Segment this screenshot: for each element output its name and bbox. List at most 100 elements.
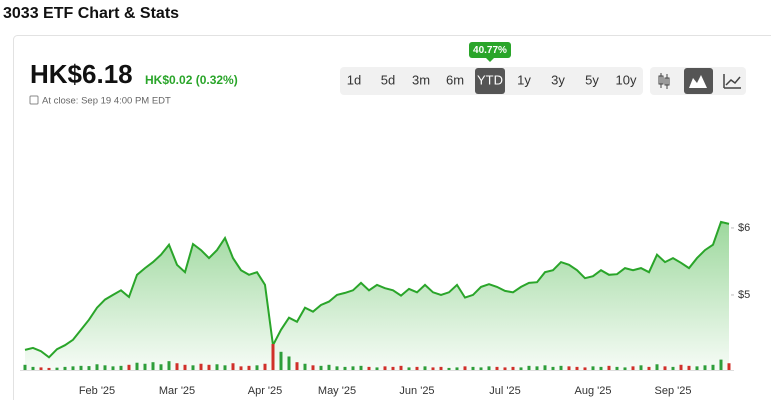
volume-bar: [511, 366, 515, 370]
volume-bar: [199, 363, 203, 370]
volume-bar: [471, 366, 475, 370]
volume-bar: [295, 362, 299, 370]
volume-bar: [255, 365, 259, 370]
volume-bar: [615, 366, 619, 370]
range-button[interactable]: 1y: [517, 72, 531, 87]
volume-bar: [351, 366, 355, 370]
x-tick-label: Aug '25: [575, 385, 612, 397]
return-label: 40.77%: [473, 45, 507, 56]
volume-bar: [207, 364, 211, 370]
volume-bar: [559, 365, 563, 370]
volume-bar: [167, 361, 171, 370]
card: [13, 35, 771, 400]
area-fill: [25, 221, 729, 370]
volume-bar: [327, 364, 331, 370]
volume-bar: [175, 363, 179, 370]
volume-bar: [55, 367, 59, 370]
volume-bar: [711, 364, 715, 370]
volume-bar: [695, 366, 699, 370]
calendar-icon: [29, 95, 39, 105]
range-button[interactable]: 5y: [585, 72, 599, 87]
price: HK$6.18: [30, 59, 133, 89]
candle-icon[interactable]: [658, 73, 670, 89]
volume-bar: [591, 366, 595, 370]
volume-bar: [703, 365, 707, 370]
volume-bar: [479, 367, 483, 370]
volume-bar: [231, 363, 235, 370]
volume-bar: [551, 366, 555, 370]
volume-bar: [359, 365, 363, 370]
x-tick-label: May '25: [318, 385, 356, 397]
x-tick-label: Feb '25: [79, 385, 115, 397]
volume-bar: [103, 365, 107, 370]
price-change: HK$0.02 (0.32%): [145, 73, 238, 87]
x-tick-label: Mar '25: [159, 385, 195, 397]
volume-bar: [631, 366, 635, 370]
volume-bar: [463, 366, 467, 370]
volume-bar: [303, 363, 307, 370]
volume-bar: [663, 366, 667, 370]
volume-bar: [431, 367, 435, 370]
volume-bar: [223, 365, 227, 370]
x-tick-label: Jul '25: [489, 385, 520, 397]
volume-bar: [535, 366, 539, 370]
volume-bar: [247, 365, 251, 370]
volume-bar: [375, 367, 379, 370]
range-button[interactable]: 3y: [551, 72, 565, 87]
page-title: 3033 ETF Chart & Stats: [3, 5, 179, 22]
volume-bar: [415, 366, 419, 370]
volume-bar: [655, 364, 659, 370]
return-badge: [469, 42, 511, 58]
y-tick-label: $6: [738, 222, 750, 234]
volume-bar: [519, 367, 523, 370]
volume-bar: [151, 362, 155, 370]
range-button[interactable]: 6m: [446, 72, 464, 87]
badge-pointer: [486, 58, 494, 62]
range-button[interactable]: 10y: [616, 72, 637, 87]
range-active[interactable]: [475, 68, 505, 94]
range-button[interactable]: 1d: [347, 72, 361, 87]
range-button[interactable]: YTD: [477, 72, 503, 87]
volume-bar: [423, 366, 427, 370]
volume-bar: [343, 366, 347, 370]
volume-bar: [647, 366, 651, 370]
volume-bar: [447, 367, 451, 370]
volume-bar: [239, 366, 243, 370]
volume-bar: [383, 366, 387, 370]
volume-bar: [263, 363, 267, 370]
volume-bar: [543, 365, 547, 370]
y-tick-label: $5: [738, 289, 750, 301]
volume-bar: [639, 365, 643, 370]
volume-bar: [287, 356, 291, 370]
volume-bar: [679, 364, 683, 370]
volume-bar: [71, 366, 75, 370]
volume-bar: [47, 367, 51, 370]
range-button[interactable]: 5d: [381, 72, 395, 87]
volume-bar: [719, 359, 723, 370]
volume-bar: [623, 367, 627, 370]
line-icon[interactable]: [723, 74, 741, 89]
volume-bar: [391, 366, 395, 370]
volume-bar: [335, 366, 339, 370]
x-tick-label: Sep '25: [655, 385, 692, 397]
volume-bar: [527, 365, 531, 370]
close-note: At close: Sep 19 4:00 PM EDT: [42, 96, 171, 107]
volume-bar: [687, 365, 691, 370]
area-icon: [689, 75, 707, 88]
volume-bar: [271, 344, 275, 370]
volume-bar: [159, 364, 163, 370]
price-line: [24, 220, 730, 359]
range-button[interactable]: 3m: [412, 72, 430, 87]
volume-bar: [127, 364, 131, 370]
volume-bar: [183, 364, 187, 370]
volume-bar: [607, 365, 611, 370]
volume-bar: [111, 366, 115, 370]
x-tick-label: Jun '25: [399, 385, 434, 397]
volume-bar: [495, 366, 499, 370]
volume-bar: [599, 366, 603, 370]
volume-bar: [39, 367, 43, 370]
volume-bar: [63, 366, 67, 370]
volume-bar: [311, 365, 315, 370]
volume-bar: [727, 363, 731, 370]
